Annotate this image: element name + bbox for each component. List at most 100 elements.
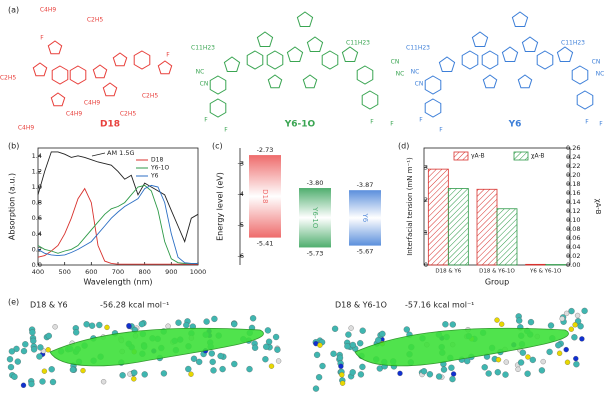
ring xyxy=(209,75,227,95)
panel-label: (b) xyxy=(8,142,19,151)
energy-bar xyxy=(349,190,381,246)
substituent-label: F xyxy=(439,127,443,134)
atom xyxy=(449,321,456,328)
x-tick-label: 1000 xyxy=(190,268,207,276)
atom xyxy=(272,333,280,341)
atom xyxy=(571,334,578,341)
ring xyxy=(536,50,554,70)
level-label: -5.73 xyxy=(307,249,324,257)
y-tick-label: 0.24 xyxy=(566,153,580,161)
ring xyxy=(133,50,151,70)
atom xyxy=(185,365,192,373)
y-tick-label: 1.2 xyxy=(32,167,42,175)
y2-axis-title: χA-B xyxy=(594,199,602,215)
legend-label: D18 xyxy=(151,157,163,164)
panel-label: (d) xyxy=(398,142,409,151)
ring xyxy=(556,46,574,62)
atom xyxy=(442,321,449,328)
atom xyxy=(160,370,168,377)
atom xyxy=(126,323,132,329)
legend-swatch xyxy=(453,151,469,161)
atom xyxy=(28,380,35,388)
atom xyxy=(104,324,110,331)
atom xyxy=(30,346,38,353)
binding-energy: -56.28 kcal mol⁻¹ xyxy=(100,301,169,310)
atom xyxy=(41,368,48,374)
atom xyxy=(499,321,505,327)
atom xyxy=(517,359,525,366)
y-tick-label: 0.02 xyxy=(566,252,580,260)
bar xyxy=(447,188,469,266)
legend-label: χA-B xyxy=(531,153,545,160)
level-label: -3.87 xyxy=(357,181,374,189)
substituent-label: F xyxy=(599,121,603,128)
atom xyxy=(196,358,203,366)
annotation: AM 1.5G xyxy=(107,149,135,157)
y-tick-label: 0.4 xyxy=(32,230,42,238)
annotation-arrow xyxy=(91,152,106,157)
ring xyxy=(267,74,283,89)
atom xyxy=(420,368,428,375)
y-axis-title: Absorption (a.u.) xyxy=(8,173,17,240)
atom xyxy=(349,369,356,376)
level-label: -5.41 xyxy=(257,240,274,248)
atom xyxy=(348,325,354,331)
atom xyxy=(349,341,357,349)
series-line xyxy=(37,184,198,264)
atom xyxy=(435,373,443,380)
atom xyxy=(524,370,531,377)
ring xyxy=(501,46,519,62)
atom xyxy=(339,380,346,386)
atom xyxy=(30,337,37,345)
atom xyxy=(581,307,588,315)
ring xyxy=(341,46,359,62)
x-tick-label: 400 xyxy=(32,268,44,276)
atom xyxy=(8,348,16,355)
bar xyxy=(525,263,547,266)
substituent-label: C11H23 xyxy=(406,45,430,52)
y-tick-label: 0.2 xyxy=(32,245,42,253)
atom xyxy=(485,370,492,377)
ring xyxy=(51,65,69,85)
atom xyxy=(211,315,218,323)
y-tick-label: 0.18 xyxy=(566,180,580,188)
atom xyxy=(525,354,531,360)
substituent-label: C4H9 xyxy=(40,7,57,14)
atom xyxy=(572,322,578,328)
atom xyxy=(503,359,509,365)
atom xyxy=(80,367,86,374)
atom xyxy=(262,356,269,363)
y-tick-label: 0.08 xyxy=(566,225,580,233)
ring xyxy=(424,75,442,95)
atom xyxy=(516,317,523,324)
substituent-label: F xyxy=(40,35,44,42)
substituent-label: C2H5 xyxy=(87,17,104,24)
atom xyxy=(547,322,555,329)
atom xyxy=(563,346,569,353)
atom xyxy=(559,316,565,322)
ring xyxy=(571,65,589,85)
panel-label: (e) xyxy=(8,298,19,307)
atom xyxy=(573,361,580,368)
bar xyxy=(427,168,449,266)
material-name: Y6-1O xyxy=(311,206,319,229)
y-tick-label: 0.22 xyxy=(566,162,580,170)
complex-name: D18 & Y6-1O xyxy=(335,301,387,310)
y-axis-title: Energy level (eV) xyxy=(216,172,225,241)
atom xyxy=(527,318,535,326)
atom xyxy=(556,350,563,356)
atom xyxy=(45,347,51,353)
atom xyxy=(564,359,571,365)
atom xyxy=(379,330,386,338)
atom xyxy=(29,329,36,336)
atom xyxy=(315,374,323,381)
level-label: -5.67 xyxy=(357,248,374,256)
substituent-label: C2H5 xyxy=(120,111,137,118)
atom xyxy=(529,356,536,364)
atom xyxy=(11,373,18,380)
atom xyxy=(275,358,282,364)
atom xyxy=(246,365,253,373)
atom xyxy=(131,376,137,382)
atom xyxy=(119,372,126,379)
substituent-label: C2H5 xyxy=(0,75,16,82)
